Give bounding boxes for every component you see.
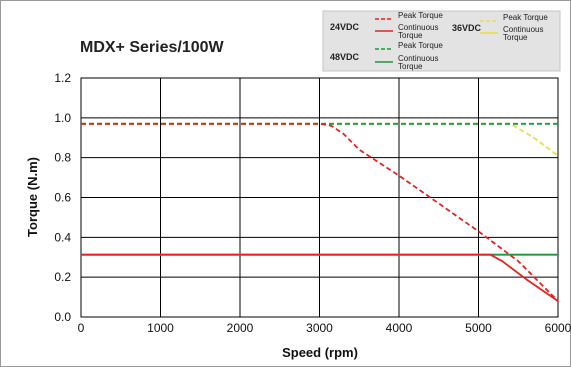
legend-entry-24vdc-1: Continuous Torque <box>398 23 438 40</box>
legend-entry-word: Torque <box>398 31 423 40</box>
legend-entry-48vdc-0: Peak Torque <box>398 41 443 50</box>
y-tick-label-2: 0.4 <box>54 230 71 244</box>
y-tick-label-5: 1.0 <box>54 111 71 125</box>
legend-entry-word: Continuous <box>398 54 438 63</box>
legend-box <box>322 10 561 72</box>
y-axis-label: Torque (N.m) <box>25 157 40 237</box>
legend-entry-36vdc-1: Continuous Torque <box>503 25 543 42</box>
y-tick-label-6: 1.2 <box>54 71 71 85</box>
legend-group-label-48vdc: 48VDC <box>330 52 360 62</box>
x-tick-label-1: 1000 <box>147 321 174 335</box>
legend-group-label-36vdc: 36VDC <box>452 23 482 33</box>
y-tick-label-1: 0.2 <box>54 270 71 284</box>
x-tick-label-3: 3000 <box>306 321 333 335</box>
x-tick-label-5: 5000 <box>465 321 492 335</box>
x-axis-label: Speed (rpm) <box>282 345 358 360</box>
legend-entry-48vdc-1: Continuous Torque <box>398 54 438 71</box>
legend-entry-word: Continuous <box>398 23 438 32</box>
legend-entry-word: Torque <box>503 33 528 42</box>
x-axis-ticks: 0 1000 2000 3000 4000 5000 6000 <box>78 321 571 335</box>
y-tick-label-0: 0.0 <box>54 310 71 324</box>
series-24vdc-peak-line <box>81 122 559 302</box>
legend-entry-word: Continuous <box>503 25 543 34</box>
legend-entry-word: Torque <box>398 62 423 71</box>
y-axis-ticks: 0.0 0.2 0.4 0.6 0.8 1.0 1.2 <box>54 71 71 324</box>
series-36vdc-peak-line <box>81 122 559 157</box>
gridlines <box>80 77 559 318</box>
x-tick-label-4: 4000 <box>386 321 413 335</box>
x-tick-label-2: 2000 <box>227 321 254 335</box>
series-24vdc-continuous-line <box>81 253 559 302</box>
y-tick-label-4: 0.8 <box>54 151 71 165</box>
x-tick-label-6: 6000 <box>545 321 571 335</box>
legend-entry-36vdc-0: Peak Torque <box>503 13 548 22</box>
y-tick-label-3: 0.6 <box>54 191 71 205</box>
legend-entry-24vdc-0: Peak Torque <box>398 11 443 20</box>
series-lines <box>81 122 559 302</box>
legend-group-label-24vdc: 24VDC <box>330 22 360 32</box>
chart-title: MDX+ Series/100W <box>80 39 225 56</box>
plot-area: 0 1000 2000 3000 4000 5000 6000 0.00.20.40.60.… <box>54 71 571 335</box>
x-tick-label-0: 0 <box>78 321 85 335</box>
